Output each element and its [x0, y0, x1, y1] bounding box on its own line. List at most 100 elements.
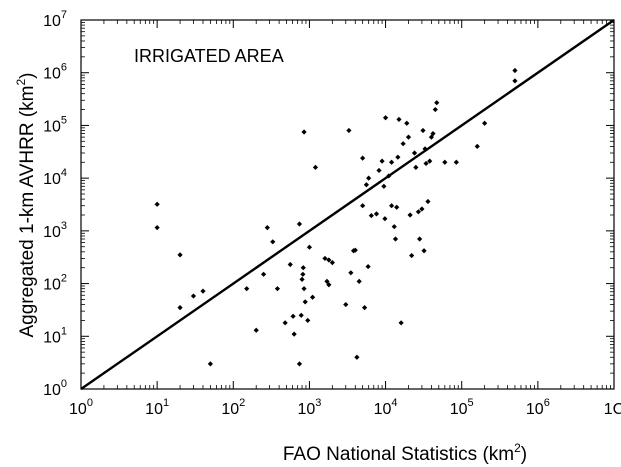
data-point [309, 294, 316, 300]
y-tick-label: 102 [43, 273, 67, 294]
data-point [348, 270, 354, 276]
data-point [264, 225, 270, 231]
data-point [474, 143, 480, 150]
data-point [417, 236, 423, 242]
data-point [391, 224, 397, 230]
x-tick-label: 104 [374, 397, 398, 418]
data-point [270, 239, 276, 245]
data-point [421, 248, 427, 254]
data-point [425, 198, 431, 205]
data-point [382, 216, 388, 222]
data-point [413, 164, 419, 170]
data-point [376, 167, 382, 174]
data-point [363, 182, 369, 188]
data-point [430, 130, 436, 137]
data-point [392, 236, 399, 242]
data-point [419, 206, 425, 212]
data-point [409, 252, 415, 259]
data-point [512, 67, 518, 74]
data-point [296, 361, 303, 367]
data-point [253, 327, 259, 333]
axis-ticks [80, 19, 615, 390]
data-point [420, 127, 426, 134]
data-point [398, 320, 404, 326]
y-tick-label: 106 [43, 62, 67, 83]
data-point [324, 278, 330, 284]
x-tick-label: 103 [297, 397, 321, 418]
data-point [301, 286, 307, 292]
chart-annotation: IRRIGATED AREA [134, 46, 284, 66]
data-point [343, 301, 349, 308]
data-point [154, 201, 160, 207]
y-tick-label: 101 [43, 325, 67, 346]
data-point [365, 263, 371, 270]
data-point [482, 120, 488, 126]
data-point [361, 305, 368, 311]
data-point [301, 129, 307, 135]
data-point [290, 313, 296, 319]
data-point [400, 141, 406, 147]
data-point [411, 150, 418, 156]
data-point [404, 120, 410, 126]
x-tick-label: 100 [69, 397, 93, 418]
data-points [154, 67, 518, 367]
x-tick-label: 102 [221, 397, 245, 418]
data-point [300, 265, 306, 271]
data-point [296, 221, 303, 227]
data-point [300, 271, 306, 277]
y-axis-title: Aggregated 1-km AVHRR (km2) [14, 72, 38, 337]
data-point [423, 160, 429, 167]
data-point [368, 212, 374, 219]
data-point [386, 173, 392, 179]
data-point [299, 276, 305, 282]
data-point [177, 305, 183, 311]
data-point [389, 203, 395, 209]
data-point [432, 106, 438, 113]
data-point [322, 255, 328, 262]
data-point [396, 116, 402, 123]
x-tick-label: 105 [450, 397, 474, 418]
data-point [422, 146, 428, 152]
data-point [244, 286, 250, 292]
one-to-one-line [80, 19, 615, 390]
data-point [407, 212, 413, 218]
data-point [382, 115, 389, 121]
data-point [354, 354, 360, 360]
data-point [291, 331, 297, 337]
y-tick-label: 104 [43, 167, 67, 188]
data-point [302, 299, 308, 305]
data-point [360, 155, 366, 161]
data-point [356, 278, 362, 284]
x-axis-title: FAO National Statistics (km2) [283, 441, 527, 465]
data-point [298, 312, 304, 318]
y-tick-label: 105 [43, 114, 67, 135]
data-point [177, 252, 183, 258]
data-point [207, 361, 213, 367]
data-point [379, 158, 385, 164]
data-point [190, 293, 197, 299]
data-point [381, 183, 387, 189]
x-tick-label: 106 [526, 397, 550, 418]
data-point [306, 244, 313, 250]
y-tick-label: 100 [43, 378, 67, 399]
data-point [352, 247, 358, 253]
data-point [427, 158, 433, 164]
data-point [360, 203, 366, 209]
data-point [389, 159, 395, 165]
data-point [434, 100, 440, 106]
y-tick-label: 107 [43, 9, 67, 30]
data-point [405, 134, 412, 140]
data-point [373, 211, 380, 217]
x-tick-label: 101 [145, 397, 169, 418]
data-point [326, 257, 332, 263]
data-point [415, 209, 422, 215]
y-tick-label: 103 [43, 220, 67, 241]
data-point [260, 271, 267, 277]
data-point [366, 175, 372, 181]
data-point [395, 154, 401, 160]
data-point [312, 164, 319, 170]
data-point [394, 204, 400, 210]
data-point [326, 282, 332, 288]
data-point [287, 261, 293, 268]
